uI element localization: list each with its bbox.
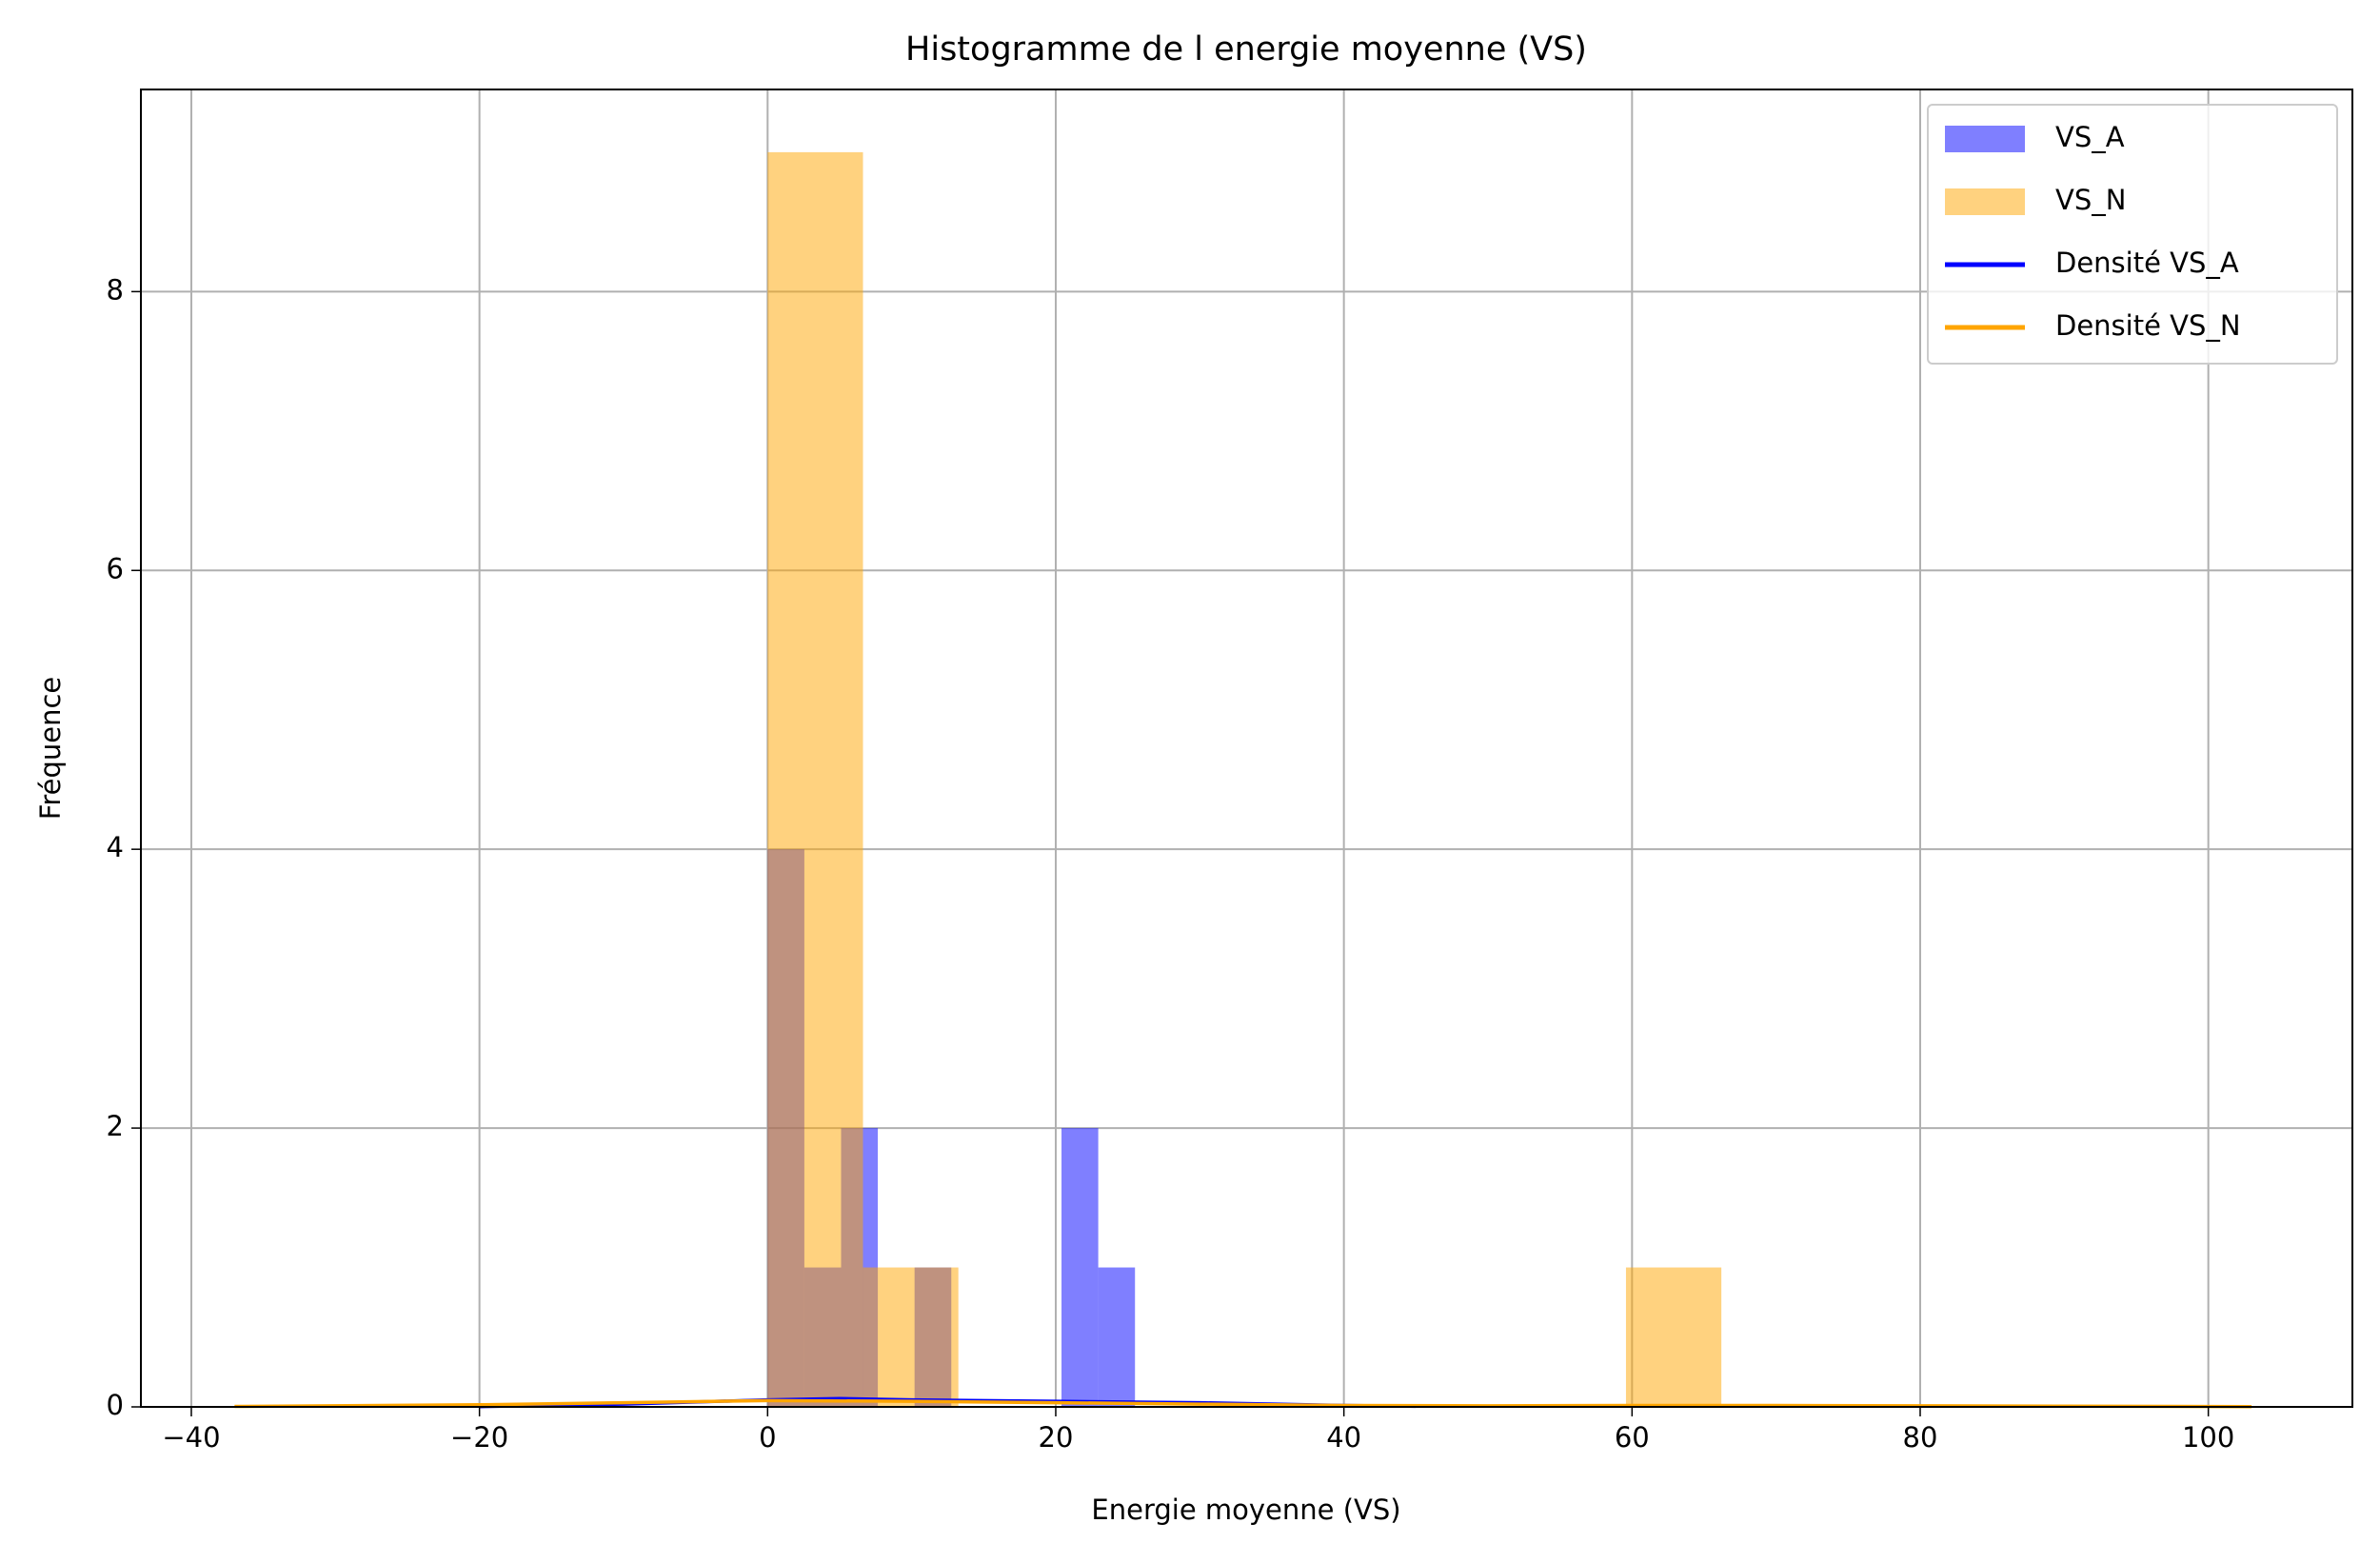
x-tick-label: −20 <box>450 1421 508 1454</box>
x-tick-label: 80 <box>1903 1421 1938 1454</box>
y-tick-label: 0 <box>107 1389 124 1421</box>
histogram-bar <box>1625 1267 1722 1407</box>
legend-label: VS_A <box>2055 121 2125 153</box>
legend-label: Densité VS_A <box>2055 247 2239 279</box>
y-tick-label: 6 <box>107 552 124 584</box>
x-tick-label: 100 <box>2182 1421 2234 1454</box>
legend-swatch <box>1945 188 2025 215</box>
x-tick-label: 40 <box>1326 1421 1361 1454</box>
histogram-bar <box>1098 1267 1136 1407</box>
legend-label: VS_N <box>2055 184 2126 216</box>
x-tick-label: 20 <box>1039 1421 1074 1454</box>
histogram-bar <box>767 151 863 1407</box>
density-line <box>234 1398 2252 1409</box>
legend-label: Densité VS_N <box>2055 309 2241 342</box>
y-axis-label: Fréquence <box>34 677 67 821</box>
x-tick-label: 60 <box>1615 1421 1650 1454</box>
histogram-bar <box>863 1267 959 1407</box>
chart-title: Histogramme de l energie moyenne (VS) <box>905 30 1587 69</box>
plot-frame <box>140 89 2353 1408</box>
x-tick-label: 0 <box>759 1421 776 1454</box>
y-tick-label: 2 <box>107 1110 124 1142</box>
legend-box <box>1927 104 2338 365</box>
legend-swatch <box>1945 126 2025 152</box>
histogram-bar <box>1061 1128 1099 1407</box>
x-tick-label: −40 <box>162 1421 220 1454</box>
y-tick-label: 4 <box>107 831 124 863</box>
plot-area <box>234 151 2252 1409</box>
y-tick-label: 8 <box>107 273 124 306</box>
x-axis-label: Energie moyenne (VS) <box>1091 1494 1400 1526</box>
